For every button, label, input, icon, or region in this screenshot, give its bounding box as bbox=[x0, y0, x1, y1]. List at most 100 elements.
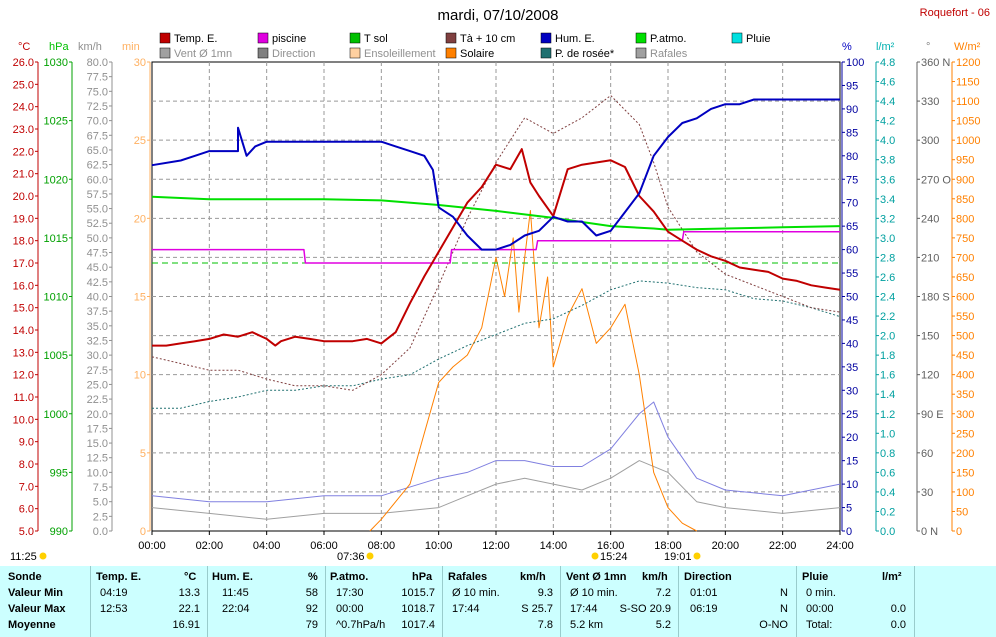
axis-tick-label: 1.0 bbox=[880, 428, 895, 440]
axis-tick-label: 50.0 bbox=[87, 233, 108, 245]
table-cell: 17:30 bbox=[336, 587, 364, 599]
axis-tick-label: 95 bbox=[846, 80, 858, 92]
axis-tick-label: 3.4 bbox=[880, 194, 895, 206]
axis-tick-label: 67.5 bbox=[87, 130, 108, 142]
axis-tick-label: 350 bbox=[956, 389, 974, 401]
axis-tick-label: 50 bbox=[956, 506, 968, 518]
axis-tick-label: 85 bbox=[846, 127, 858, 139]
series-line-hum-e bbox=[151, 98, 840, 251]
axis-tick-label: 10 bbox=[846, 479, 858, 491]
axis-tick-label: 1005 bbox=[44, 350, 68, 362]
axis-tick-label: 16.0 bbox=[13, 280, 34, 292]
axis-tick-label: 30 bbox=[921, 487, 933, 499]
axis-tick-label: 30 bbox=[134, 57, 146, 69]
axis-tick-label: 750 bbox=[956, 233, 974, 245]
axis-tick-label: 9.0 bbox=[19, 437, 34, 449]
legend-swatch bbox=[159, 47, 171, 59]
table-cell: 9.3 bbox=[537, 587, 553, 599]
series-layer bbox=[151, 95, 841, 532]
axis-tick-label: 3.8 bbox=[880, 155, 895, 167]
legend-label: Hum. E. bbox=[555, 33, 595, 45]
legend-label: Ensoleillement bbox=[364, 48, 436, 60]
axis-tick-label: 0 bbox=[846, 526, 852, 538]
axis-tick-label: 180 S bbox=[921, 292, 950, 304]
axis-tick-label: 3.6 bbox=[880, 174, 895, 186]
table-cell: N bbox=[780, 603, 788, 615]
legend-swatch bbox=[349, 32, 361, 44]
axis-tick-label: 80 bbox=[846, 151, 858, 163]
axis-tick-label: 200 bbox=[956, 448, 974, 460]
axis-tick-label: 4.4 bbox=[880, 96, 895, 108]
table-cell: 7.8 bbox=[537, 619, 553, 631]
station-name: Roquefort - 06 bbox=[920, 7, 990, 19]
axis-tick-label: 14.0 bbox=[13, 325, 34, 337]
axis-unit-label: °C bbox=[18, 41, 30, 53]
axis-tick-label: 4.0 bbox=[880, 135, 895, 147]
axis-tick-label: 57.5 bbox=[87, 189, 108, 201]
x-axis: 00:00 02:00 04:00 06:00 08:00 10:00 12:00 14:00… bbox=[138, 531, 854, 552]
axis-tick-label: 2.6 bbox=[880, 272, 895, 284]
header-patm-unit: hPa bbox=[412, 571, 433, 583]
weather-chart: mardi, 07/10/2008 Roquefort - 06 Temp. E… bbox=[10, 7, 990, 563]
axis-tick-label: 17.5 bbox=[87, 423, 108, 435]
table-cell: S 25.7 bbox=[521, 603, 553, 615]
axis-tick-label: 0 bbox=[956, 526, 962, 538]
axis-tick-label: 0.2 bbox=[880, 506, 895, 518]
noon-icon bbox=[591, 552, 599, 560]
table-cell: 1017.4 bbox=[401, 619, 435, 631]
table-cell: 06:19 bbox=[690, 603, 718, 615]
legend-swatch bbox=[257, 32, 269, 44]
axis-tick-label: 25.0 bbox=[13, 79, 34, 91]
axis-tick-label: 23.0 bbox=[13, 124, 34, 136]
table-cell: 5.2 km bbox=[570, 619, 604, 631]
axis-tick-label: 0 N bbox=[921, 526, 938, 538]
legend-swatch bbox=[540, 32, 552, 44]
axis-tick-label: 26.0 bbox=[13, 57, 34, 69]
table-cell: 11:45 bbox=[222, 587, 249, 599]
daylength-label: 11:25 bbox=[10, 551, 37, 563]
axis-tick-label: 0.8 bbox=[880, 448, 895, 460]
table-cell: 5.2 bbox=[655, 619, 671, 631]
axis-tick-label: 2.8 bbox=[880, 252, 895, 264]
axis-tick-label: 4.8 bbox=[880, 57, 895, 69]
legend: Temp. E. piscine T sol Tà + 10 cm Hum. E. P.a… bbox=[159, 32, 770, 60]
header-direction: Direction bbox=[684, 571, 732, 583]
axis-tick-label: 1.6 bbox=[880, 370, 895, 382]
axis-tick-label: 2.0 bbox=[880, 331, 895, 343]
axis-tick-label: 13.0 bbox=[13, 347, 34, 359]
table-row: Valeur Min 04:19 13.3 11:45 58 17:30 1015.7 Ø 1… bbox=[0, 585, 996, 601]
axis-tick-label: 1.4 bbox=[880, 389, 895, 401]
legend-label: Solaire bbox=[460, 48, 494, 60]
x-tick-label: 06:00 bbox=[310, 540, 338, 552]
axis-tick-label: 40.0 bbox=[87, 292, 108, 304]
axis-tick-label: 0.0 bbox=[93, 526, 108, 538]
axis-tick-label: 72.5 bbox=[87, 101, 108, 113]
series-line-solaire bbox=[369, 210, 697, 532]
row-label: Valeur Min bbox=[8, 587, 64, 599]
x-tick-label: 10:00 bbox=[425, 540, 453, 552]
axis-tick-label: 37.5 bbox=[87, 306, 108, 318]
table-cell: 00:00 bbox=[806, 603, 834, 615]
sun-markers: 11:25 07:36 15:24 19:01 bbox=[10, 551, 701, 563]
table-cell: 16.91 bbox=[172, 619, 200, 631]
axis-tick-label: 7.0 bbox=[19, 481, 34, 493]
table-row: Moyenne 16.91 79 ^0.7hPa/h 1017.4 7.8 5.2 km 5.… bbox=[0, 617, 996, 633]
axis-tick-label: 10.0 bbox=[87, 467, 108, 479]
axis-tick-label: 270 O bbox=[921, 174, 951, 186]
axis-tick-label: 22.0 bbox=[13, 146, 34, 158]
axis-tick-label: 1200 bbox=[956, 57, 980, 69]
row-label: Moyenne bbox=[8, 619, 56, 631]
axis-tick-label: 7.5 bbox=[93, 482, 108, 494]
x-tick-label: 20:00 bbox=[712, 540, 740, 552]
series-line-vent-1mn bbox=[151, 460, 841, 520]
sunrise-icon bbox=[366, 552, 374, 560]
axis-tick-label: 42.5 bbox=[87, 277, 108, 289]
axis-tick-label: 100 bbox=[956, 487, 974, 499]
legend-label: Tà + 10 cm bbox=[460, 33, 515, 45]
table-cell: 17:44 bbox=[570, 603, 598, 615]
axis-tick-label: 1025 bbox=[44, 116, 68, 128]
axis-tick-label: 4.2 bbox=[880, 116, 895, 128]
x-tick-label: 14:00 bbox=[540, 540, 568, 552]
axis-tick-label: 27.5 bbox=[87, 365, 108, 377]
axis-tick-label: 8.0 bbox=[19, 459, 34, 471]
